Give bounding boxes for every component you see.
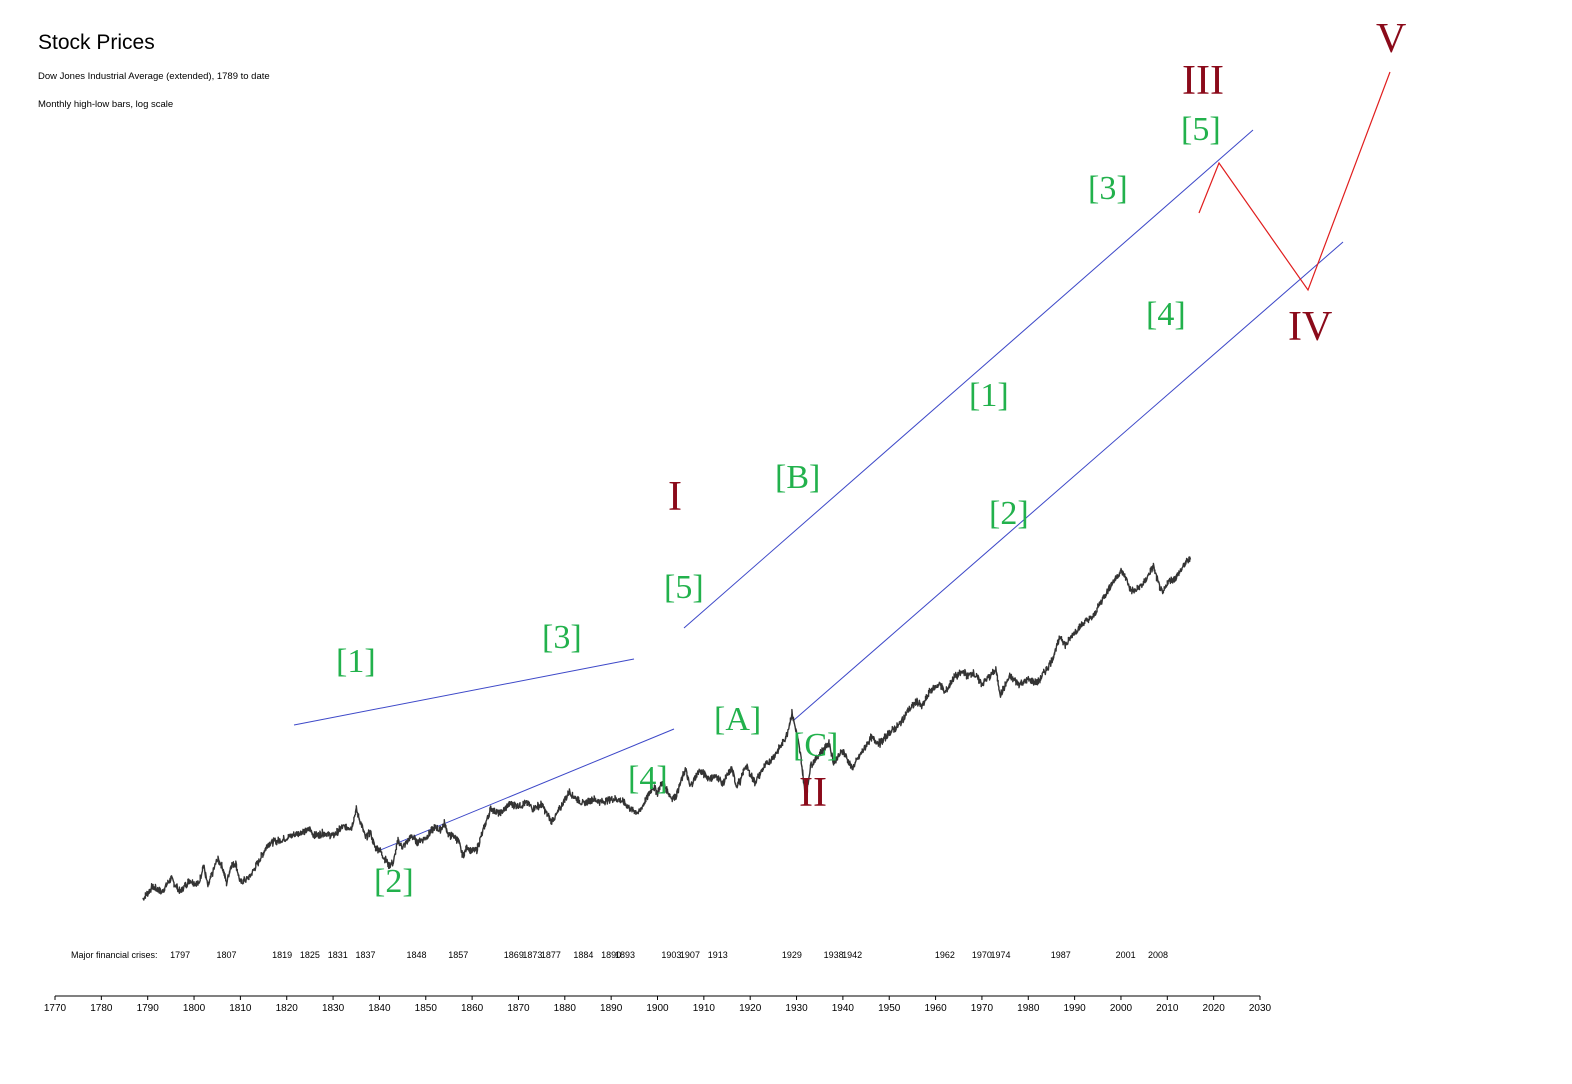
wave-label-4-b: [4] (1146, 296, 1186, 333)
x-tick-label: 1850 (415, 1003, 438, 1014)
crisis-year: 1825 (300, 950, 320, 960)
wave-label-V: V (1376, 16, 1406, 62)
chart-subtitle-2: Monthly high-low bars, log scale (38, 99, 173, 110)
x-tick-label: 1830 (322, 1003, 345, 1014)
x-tick-label: 1940 (832, 1003, 855, 1014)
crisis-year: 1873 (522, 950, 542, 960)
crisis-year: 1929 (782, 950, 802, 960)
crisis-year: 1848 (406, 950, 426, 960)
wave-label-II: II (799, 770, 827, 816)
x-tick-label: 2030 (1249, 1003, 1272, 1014)
price-line (142, 556, 1192, 901)
wave-label-5: [5] (664, 569, 704, 606)
crisis-year: 1962 (935, 950, 955, 960)
x-tick-label: 1970 (971, 1003, 994, 1014)
crisis-year: 1797 (170, 950, 190, 960)
wave-label-2-b: [2] (989, 495, 1029, 532)
crisis-year: 1942 (842, 950, 862, 960)
wave-label-3: [3] (542, 619, 582, 656)
chart-title: Stock Prices (38, 31, 155, 54)
crises-years: 1797 1807 1819 1825 1831 1837 1848 1857 18691873… (170, 950, 1168, 960)
x-tick-label: 1960 (924, 1003, 947, 1014)
x-tick-label: 1990 (1063, 1003, 1086, 1014)
channel-upper-line (683, 129, 1254, 629)
crisis-year: 1913 (708, 950, 728, 960)
x-tick-label: 2000 (1110, 1003, 1133, 1014)
wave-label-2: [2] (374, 863, 414, 900)
wave-label-1-b: [1] (969, 377, 1009, 414)
channel-lines (293, 129, 1344, 852)
x-tick-label: 1980 (1017, 1003, 1040, 1014)
wave-label-5-b: [5] (1181, 111, 1221, 148)
x-tick-label: 1870 (507, 1003, 530, 1014)
x-tick-label: 2020 (1203, 1003, 1226, 1014)
x-tick-label: 1860 (461, 1003, 484, 1014)
x-tick-label: 1950 (878, 1003, 901, 1014)
x-tick-label: 1880 (554, 1003, 577, 1014)
x-tick-label: 1810 (229, 1003, 252, 1014)
wave-label-b: [B] (775, 459, 820, 496)
crisis-year: 1857 (448, 950, 468, 960)
channel-lower-line (793, 241, 1344, 721)
x-tick-label: 1900 (646, 1003, 669, 1014)
projection-path (1198, 71, 1391, 292)
x-tick-label: 1820 (276, 1003, 299, 1014)
crisis-year: 1877 (541, 950, 561, 960)
crisis-year: 1890 (601, 950, 621, 960)
x-tick-label: 1920 (739, 1003, 762, 1014)
crisis-year: 1903 (661, 950, 681, 960)
crisis-year: 1974 (990, 950, 1010, 960)
x-tick-label: 1890 (600, 1003, 623, 1014)
wave-label-III: III (1182, 58, 1224, 104)
triangle-upper-line (293, 658, 635, 726)
crisis-year: 1807 (216, 950, 236, 960)
crisis-year: 1907 (680, 950, 700, 960)
x-tick-label: 1790 (137, 1003, 160, 1014)
crisis-year: 1987 (1051, 950, 1071, 960)
crisis-year: 2001 (1116, 950, 1136, 960)
wave-label-1: [1] (336, 643, 376, 680)
wave-label-I: I (668, 474, 682, 520)
crisis-year: 2008 (1148, 950, 1168, 960)
chart-subtitle-1: Dow Jones Industrial Average (extended),… (38, 71, 270, 82)
wave-label-a: [A] (714, 701, 761, 738)
crises-label: Major financial crises: (71, 950, 158, 960)
x-tick-label: 1780 (90, 1003, 113, 1014)
wave-label-c: [C] (793, 727, 838, 764)
triangle-lower-line (377, 728, 675, 852)
x-tick-label: 2010 (1156, 1003, 1179, 1014)
x-tick-label: 1930 (785, 1003, 808, 1014)
crisis-year: 1819 (272, 950, 292, 960)
major-wave-labels: I II III IV V (668, 16, 1406, 816)
crisis-year: 1938 (824, 950, 844, 960)
crisis-year: 1970 (972, 950, 992, 960)
wave-label-IV: IV (1288, 304, 1332, 350)
x-axis: 1770 1780 1790 1800 1810 1820 1830 1840 1850 1860… (44, 995, 1272, 1014)
minor-wave-labels: [1] [2] [3] [4] [5] [A] [B] [C] [1] [2] … (336, 111, 1221, 900)
x-tick-label: 1910 (693, 1003, 716, 1014)
x-tick-label: 1800 (183, 1003, 206, 1014)
crisis-year: 1869 (504, 950, 524, 960)
x-tick-label: 1840 (368, 1003, 391, 1014)
crisis-year: 1884 (573, 950, 593, 960)
wave-label-4: [4] (628, 760, 668, 797)
crisis-year: 1893 (615, 950, 635, 960)
x-tick-label: 1770 (44, 1003, 67, 1014)
price-series (142, 556, 1192, 901)
crisis-year: 1831 (328, 950, 348, 960)
crisis-year: 1837 (356, 950, 376, 960)
wave-label-3-b: [3] (1088, 170, 1128, 207)
